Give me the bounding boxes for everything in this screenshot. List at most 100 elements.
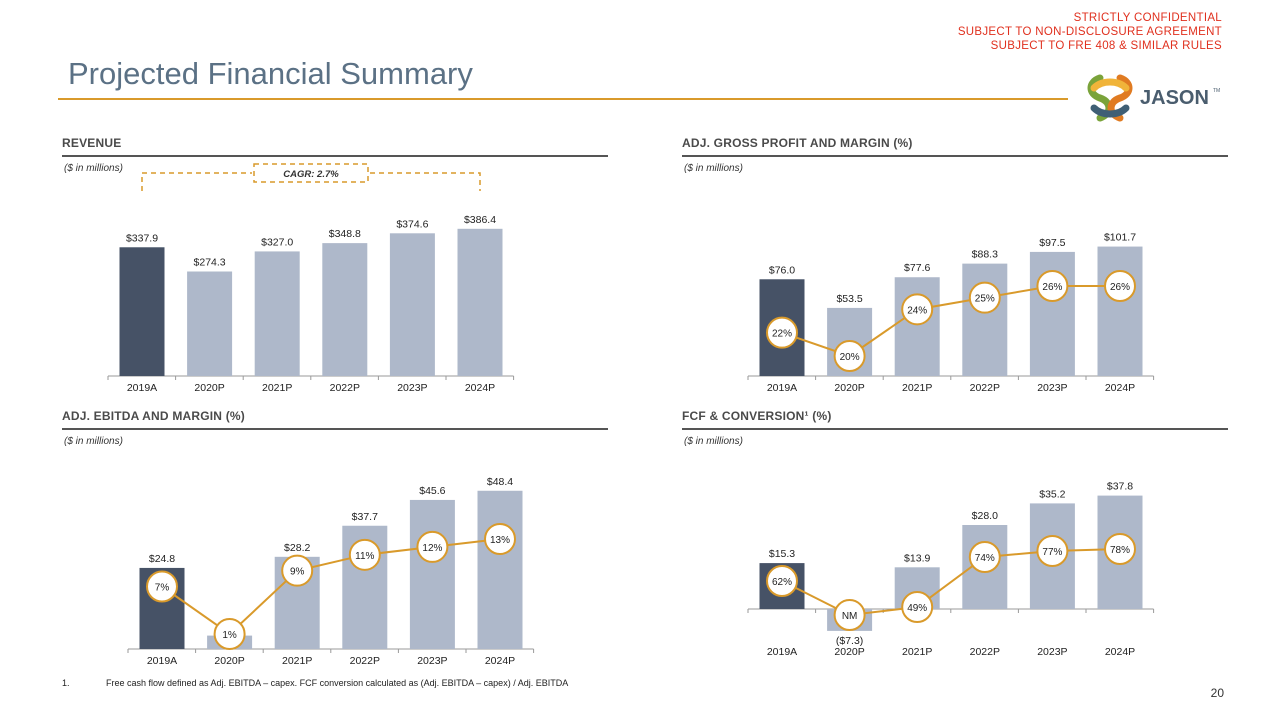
margin-label: 24% xyxy=(907,305,927,316)
bar xyxy=(1097,246,1143,376)
margin-label: NM xyxy=(842,611,858,622)
margin-marker xyxy=(833,340,866,372)
margin-label: 74% xyxy=(975,553,995,564)
category-label: 2024P xyxy=(465,382,495,394)
category-label: 2022P xyxy=(970,382,1000,394)
section-divider xyxy=(682,155,1228,157)
margin-label: 26% xyxy=(1110,282,1130,293)
section-title: REVENUE xyxy=(62,136,122,150)
bar-value-label: ($7.3) xyxy=(836,635,863,647)
category-label: 2021P xyxy=(902,646,932,658)
category-label: 2024P xyxy=(1105,646,1135,658)
category-label: 2019A xyxy=(767,382,797,394)
bar-value-label: $28.2 xyxy=(284,542,310,554)
section-title: FCF & CONVERSION¹ (%) xyxy=(682,409,832,423)
confidential-line: SUBJECT TO NON-DISCLOSURE AGREEMENT xyxy=(957,26,1222,38)
bar-value-label: $76.0 xyxy=(769,264,795,276)
margin-marker xyxy=(1036,535,1069,567)
section-divider xyxy=(682,428,1228,430)
jason-logo: JASON TM xyxy=(1086,70,1236,126)
margin-label: 11% xyxy=(355,551,374,562)
cagr-bracket-right xyxy=(370,172,481,191)
margin-label: 25% xyxy=(975,294,995,305)
margin-label: 13% xyxy=(490,535,510,546)
fcf-chart: $15.3 2019A ($7.3)2020P $13.9 2021P $28.0 2022… xyxy=(747,481,1155,658)
category-label: 2023P xyxy=(1037,382,1067,394)
category-label: 2022P xyxy=(330,382,360,394)
margin-label: 12% xyxy=(422,543,442,554)
category-label: 2023P xyxy=(397,382,427,394)
margin-marker xyxy=(146,570,178,603)
bar xyxy=(389,233,435,376)
bar xyxy=(894,277,940,376)
bar-value-label: $386.4 xyxy=(464,214,496,226)
bar-value-label: $88.3 xyxy=(972,249,998,261)
bar-value-label: $97.5 xyxy=(1039,237,1065,249)
bar xyxy=(322,243,368,376)
category-label: 2024P xyxy=(1105,382,1135,394)
bar xyxy=(457,228,503,376)
section-divider xyxy=(62,155,608,157)
margin-label: 9% xyxy=(290,567,305,578)
margin-marker xyxy=(1104,270,1136,302)
category-label: 2020P xyxy=(834,382,864,394)
footnote: 1. Free cash flow defined as Adj. EBITDA … xyxy=(62,678,568,688)
margin-label: 49% xyxy=(907,603,927,614)
confidential-line: STRICTLY CONFIDENTIAL xyxy=(1073,12,1222,24)
bar xyxy=(409,499,455,649)
bar-value-label: $37.8 xyxy=(1107,481,1133,493)
margin-marker xyxy=(766,565,798,597)
section-divider xyxy=(62,428,608,430)
category-label: 2019A xyxy=(127,382,157,394)
bar xyxy=(119,247,165,376)
bar-value-label: $48.4 xyxy=(487,476,513,488)
bar-value-label: $15.3 xyxy=(769,548,795,560)
bar-value-label: $24.8 xyxy=(149,553,175,565)
cagr-box xyxy=(253,163,369,183)
margin-label: 20% xyxy=(840,352,860,363)
margin-marker xyxy=(968,541,1001,573)
section-title: ADJ. GROSS PROFIT AND MARGIN (%) xyxy=(682,136,913,150)
category-label: 2020P xyxy=(214,655,244,667)
margin-marker xyxy=(484,523,516,555)
bar-value-label: $13.9 xyxy=(904,552,930,564)
logo-wordmark: JASON xyxy=(1140,87,1209,109)
category-label: 2021P xyxy=(282,655,312,667)
bar-value-label: $101.7 xyxy=(1104,232,1136,244)
category-label: 2023P xyxy=(417,655,447,667)
bar-value-label: $35.2 xyxy=(1039,488,1065,500)
bar-value-label: $77.6 xyxy=(904,262,930,274)
unit-note: ($ in millions) xyxy=(64,163,123,174)
cagr-bracket-left xyxy=(141,172,252,191)
bar-value-label: $348.8 xyxy=(329,228,361,240)
category-label: 2019A xyxy=(767,646,797,658)
category-label: 2022P xyxy=(350,655,380,667)
category-label: 2019A xyxy=(147,655,177,667)
margin-marker xyxy=(281,554,314,587)
footnote-number: 1. xyxy=(62,678,70,688)
category-label: 2024P xyxy=(485,655,515,667)
confidential-line: SUBJECT TO FRE 408 & SIMILAR RULES xyxy=(990,40,1222,52)
margin-marker xyxy=(901,591,934,623)
category-label: 2021P xyxy=(902,382,932,394)
margin-marker xyxy=(1104,533,1136,565)
logo-trademark: TM xyxy=(1213,88,1220,94)
section-title: ADJ. EBITDA AND MARGIN (%) xyxy=(62,409,245,423)
margin-label: 26% xyxy=(1042,282,1062,293)
confidentiality-notice: STRICTLY CONFIDENTIAL SUBJECT TO NON-DIS… xyxy=(958,11,1222,53)
bar xyxy=(254,251,300,376)
category-label: 2020P xyxy=(834,646,864,658)
logo-mark-icon: JASON TM xyxy=(1087,74,1220,122)
bar-value-label: $45.6 xyxy=(419,485,445,497)
margin-marker xyxy=(213,618,246,650)
margin-label: 62% xyxy=(772,577,792,588)
revenue-chart: $337.9 2019A $274.3 2020P $327.0 2021P $348.8 2… xyxy=(107,163,515,394)
bar xyxy=(962,263,1008,376)
margin-label: 77% xyxy=(1042,547,1062,558)
cagr-label: CAGR: 2.7% xyxy=(283,169,339,180)
margin-marker xyxy=(833,599,866,631)
margin-marker xyxy=(968,281,1001,314)
page-title: Projected Financial Summary xyxy=(68,56,473,91)
unit-note: ($ in millions) xyxy=(684,436,743,447)
bar xyxy=(187,271,233,376)
